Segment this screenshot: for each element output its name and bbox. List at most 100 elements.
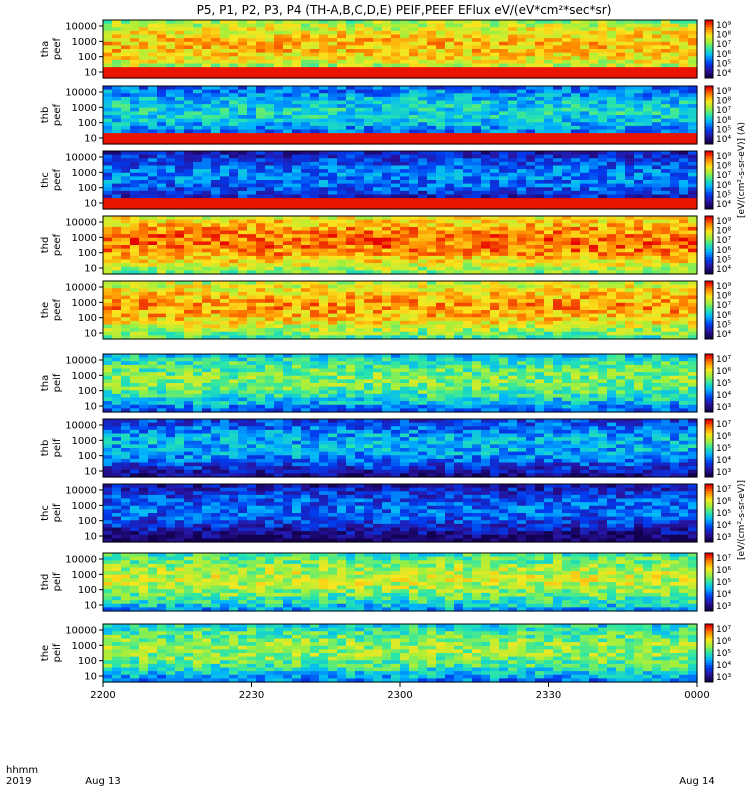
heatmap-cell — [256, 183, 266, 188]
heatmap-cell — [490, 172, 500, 177]
heatmap-cell — [130, 328, 140, 333]
heatmap-cell — [229, 317, 239, 322]
heatmap-cell — [373, 59, 383, 65]
heatmap-cell — [643, 70, 653, 75]
heatmap-cell — [130, 223, 140, 228]
heatmap-cell — [229, 324, 239, 329]
heatmap-cell — [607, 86, 617, 91]
heatmap-cell — [211, 183, 221, 188]
heatmap-cell — [445, 266, 455, 271]
heatmap-cell — [238, 252, 248, 257]
heatmap-cell — [274, 151, 284, 156]
heatmap-cell — [103, 23, 113, 28]
heatmap-cell — [634, 27, 644, 32]
heatmap-cell — [607, 125, 617, 131]
colorbar-segment — [705, 58, 713, 62]
heatmap-cell — [139, 245, 149, 250]
heatmap-cell — [382, 310, 392, 315]
heatmap-cell — [157, 270, 167, 275]
heatmap-cell — [283, 226, 293, 232]
heatmap-cell — [301, 20, 311, 25]
heatmap-cell — [652, 49, 662, 54]
heatmap-cell — [121, 158, 131, 163]
heatmap-cell — [229, 96, 239, 102]
heatmap-cell — [643, 230, 653, 235]
heatmap-cell — [103, 100, 113, 105]
heatmap-cell — [373, 313, 383, 318]
heatmap-cell — [292, 27, 302, 32]
heatmap-cell — [238, 38, 248, 43]
heatmap-cell — [526, 176, 536, 181]
heatmap-cell — [508, 107, 518, 112]
heatmap-cell — [400, 125, 410, 131]
heatmap-cell — [400, 259, 410, 264]
heatmap-cell — [391, 67, 401, 72]
heatmap-cell — [607, 270, 617, 275]
heatmap-cell — [112, 38, 122, 43]
heatmap-cell — [580, 263, 590, 268]
heatmap-cell — [355, 176, 365, 181]
heatmap-cell — [553, 165, 563, 170]
heatmap-cell — [688, 241, 698, 246]
heatmap-cell — [130, 245, 140, 250]
colorbar-segment — [705, 139, 713, 143]
heatmap-cell — [220, 63, 230, 68]
heatmap-cell — [202, 34, 212, 39]
heatmap-cell — [373, 194, 383, 199]
heatmap-cell — [598, 161, 608, 167]
heatmap-cell — [373, 125, 383, 131]
heatmap-cell — [229, 133, 239, 138]
heatmap-cell — [328, 96, 338, 102]
heatmap-cell — [634, 67, 644, 72]
heatmap-cell — [571, 30, 581, 36]
heatmap-cell — [337, 234, 347, 239]
heatmap-cell — [112, 310, 122, 315]
heatmap-cell — [373, 107, 383, 112]
heatmap-cell — [616, 67, 626, 72]
heatmap-cell — [382, 255, 392, 261]
heatmap-cell — [103, 205, 113, 210]
heatmap-cell — [418, 194, 428, 199]
heatmap-cell — [346, 284, 356, 289]
heatmap-cell — [526, 219, 536, 224]
heatmap-cell — [436, 27, 446, 32]
heatmap-cell — [517, 176, 527, 181]
heatmap-cell — [499, 248, 509, 253]
heatmap-cell — [112, 324, 122, 329]
heatmap-cell — [418, 154, 428, 159]
heatmap-cell — [652, 190, 662, 196]
heatmap-cell — [517, 70, 527, 75]
heatmap-cell — [454, 226, 464, 232]
heatmap-cell — [355, 270, 365, 275]
heatmap-cell — [139, 288, 149, 293]
heatmap-cell — [283, 169, 293, 174]
heatmap-cell — [319, 86, 329, 91]
heatmap-cell — [292, 133, 302, 138]
heatmap-cell — [148, 245, 158, 250]
heatmap-cell — [112, 111, 122, 116]
heatmap-cell — [580, 56, 590, 61]
heatmap-cell — [670, 115, 680, 120]
heatmap-cell — [418, 183, 428, 188]
heatmap-cell — [265, 187, 275, 192]
heatmap-cell — [454, 158, 464, 163]
heatmap-cell — [598, 34, 608, 39]
heatmap-cell — [202, 52, 212, 57]
heatmap-cell — [670, 34, 680, 39]
heatmap-cell — [346, 172, 356, 177]
colorbar-tick-label: 10⁴ — [716, 200, 731, 210]
heatmap-cell — [301, 151, 311, 156]
heatmap-cell — [643, 27, 653, 32]
heatmap-cell — [265, 194, 275, 199]
heatmap-cell — [265, 335, 275, 340]
heatmap-cell — [409, 180, 419, 185]
heatmap-cell — [112, 205, 122, 210]
heatmap-cell — [211, 104, 221, 109]
heatmap-cell — [436, 96, 446, 102]
heatmap-cell — [589, 165, 599, 170]
heatmap-cell — [139, 158, 149, 163]
heatmap-cell — [355, 255, 365, 261]
heatmap-cell — [625, 223, 635, 228]
heatmap-cell — [400, 56, 410, 61]
heatmap-cell — [220, 198, 230, 203]
